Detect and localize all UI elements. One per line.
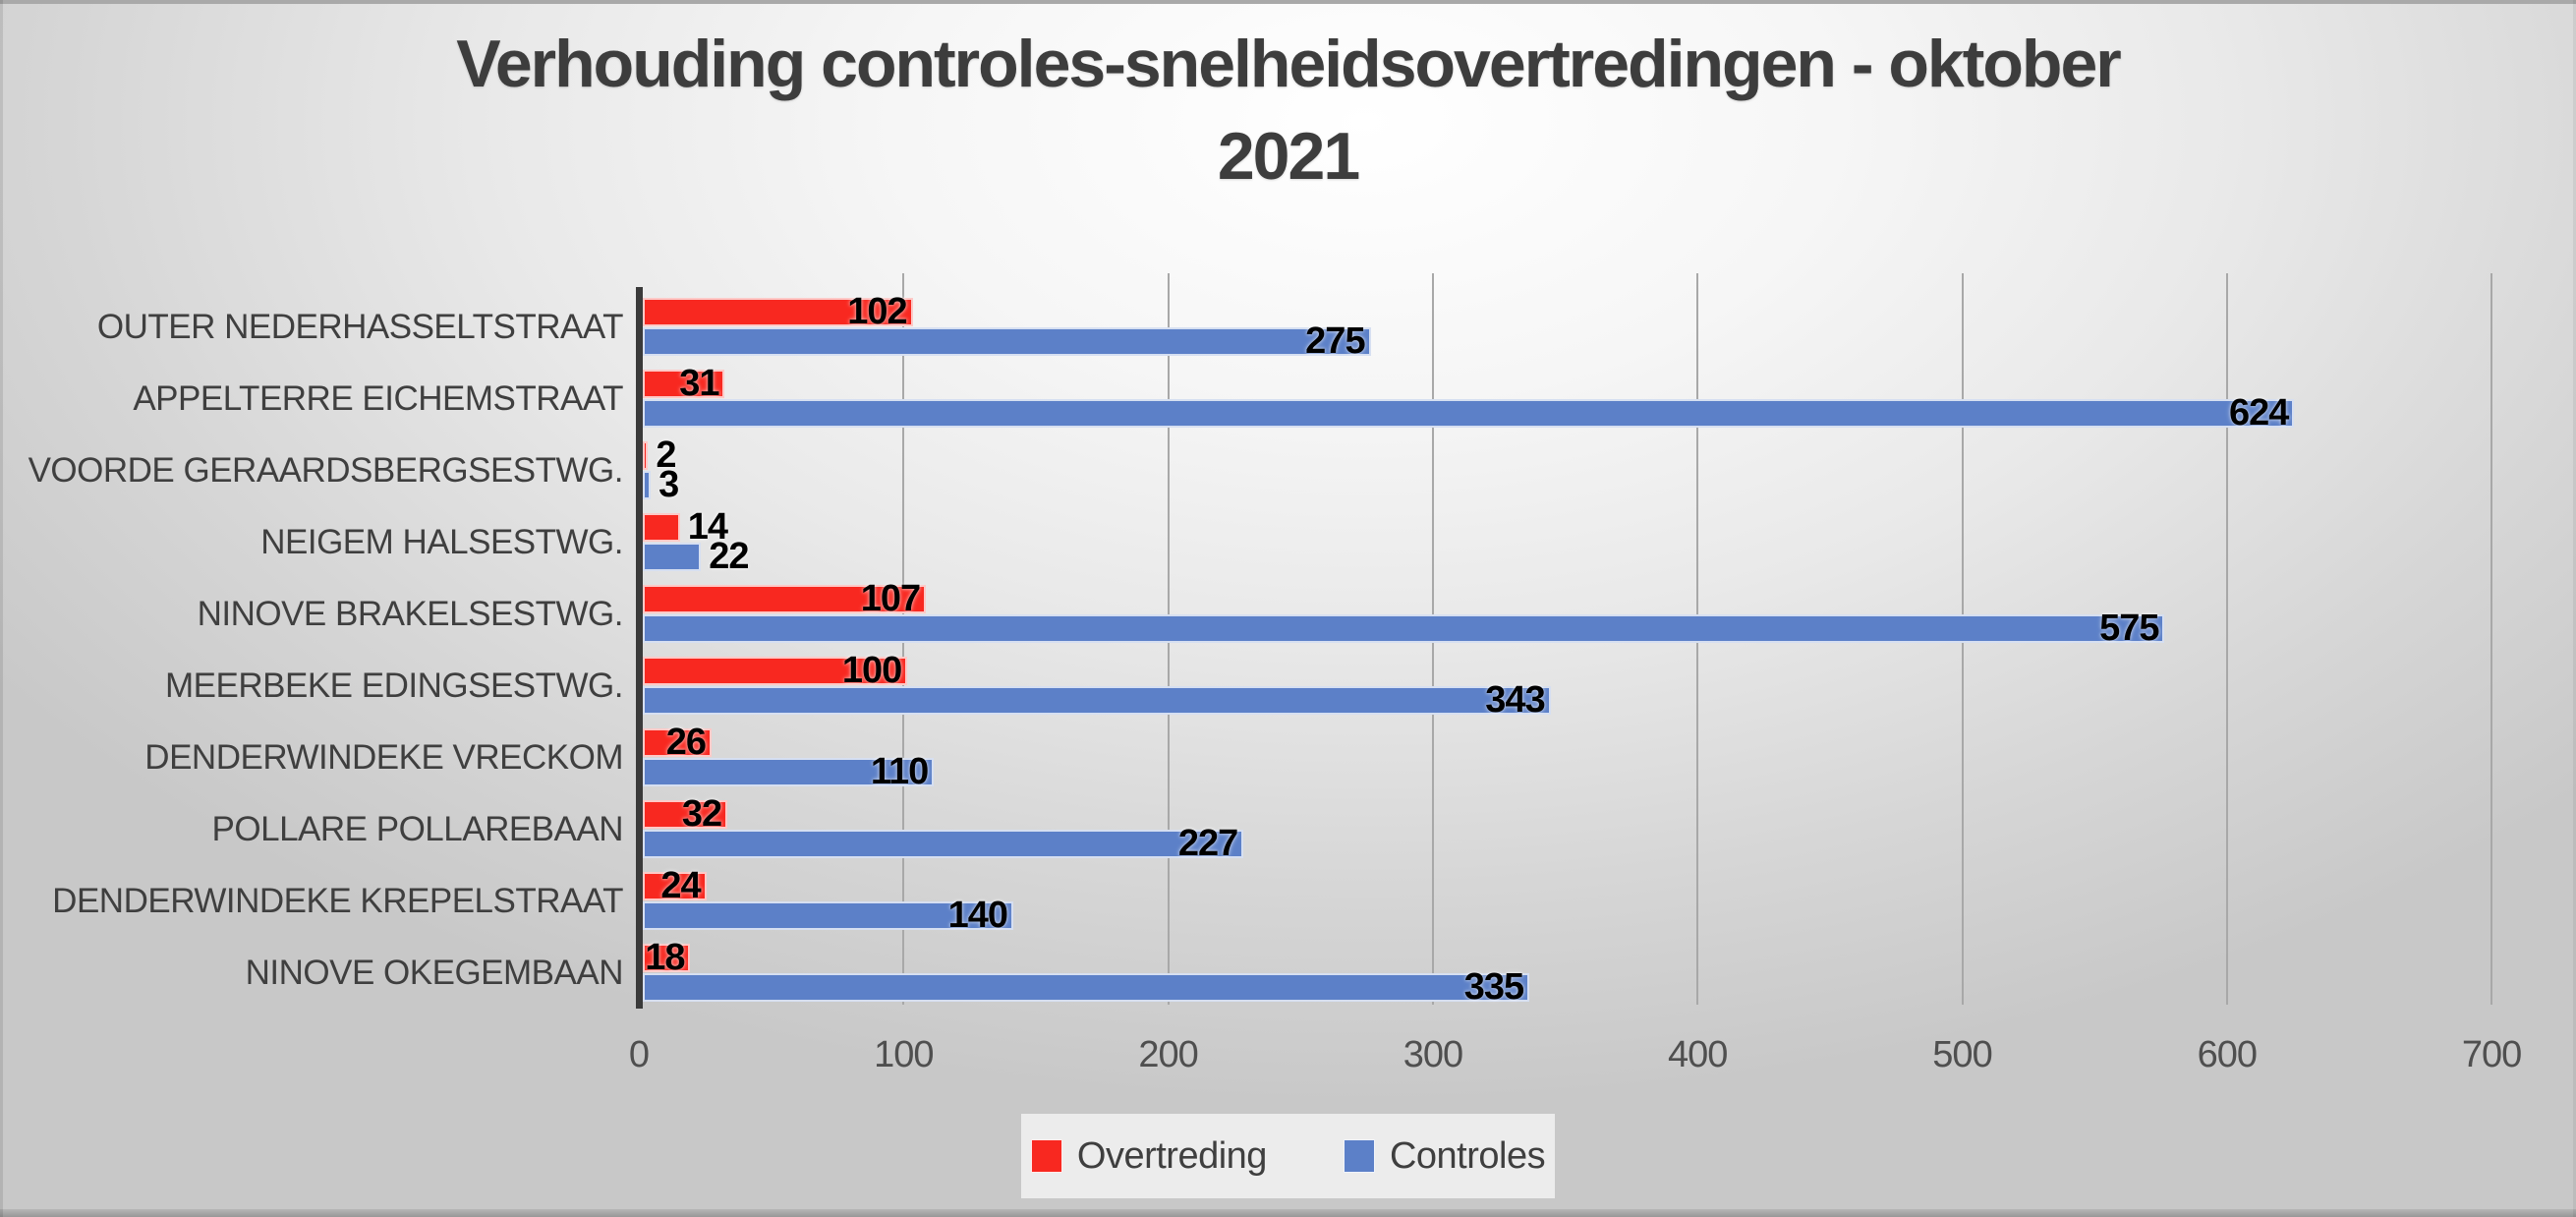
- chart-legend: Overtreding Controles: [1021, 1114, 1555, 1198]
- legend-swatch-icon: [1343, 1139, 1375, 1173]
- data-label: 110: [870, 751, 929, 792]
- category-label: DENDERWINDEKE VRECKOM: [144, 737, 623, 777]
- data-label: 140: [947, 895, 1008, 936]
- data-label: 100: [841, 650, 902, 691]
- bar-controles: [643, 399, 2295, 428]
- category-label: APPELTERRE EICHEMSTRAAT: [133, 378, 623, 418]
- bar-controles: [643, 830, 1244, 858]
- screen-edge-right: [2573, 0, 2576, 1217]
- gridline-600: [2225, 273, 2228, 1005]
- bar-overtreding: [643, 441, 649, 470]
- bar-controles: [643, 327, 1371, 356]
- screen-edge-top: [0, 0, 2576, 4]
- chart-title-line1: Verhouding controles-snelheidsovertredin…: [456, 27, 2121, 101]
- x-axis-tick-label: 0: [628, 1034, 650, 1075]
- x-axis-tick-label: 300: [1402, 1034, 1463, 1075]
- data-label: 3: [658, 464, 679, 505]
- data-label: 343: [1485, 679, 1545, 721]
- legend-label: Controles: [1389, 1134, 1546, 1177]
- x-axis-tick-label: 200: [1138, 1034, 1198, 1075]
- category-label: NINOVE OKEGEMBAAN: [245, 953, 624, 992]
- bar-overtreding: [643, 872, 707, 900]
- bar-overtreding: [643, 298, 913, 326]
- data-label: 26: [665, 722, 707, 763]
- x-axis-tick-label: 500: [1932, 1034, 1992, 1075]
- legend-item-overtreding: Overtreding: [1030, 1134, 1268, 1178]
- category-label: OUTER NEDERHASSELTSTRAAT: [96, 307, 624, 346]
- data-label: 22: [709, 536, 749, 577]
- y-axis-line: [636, 287, 643, 1009]
- data-label: 107: [860, 578, 921, 619]
- category-label: NEIGEM HALSESTWG.: [260, 522, 623, 561]
- data-label: 32: [681, 793, 722, 835]
- bar-overtreding: [643, 585, 927, 613]
- legend-item-controles: Controles: [1343, 1134, 1546, 1178]
- data-label: 227: [1177, 823, 1238, 864]
- bar-overtreding: [643, 513, 680, 542]
- category-label: POLLARE POLLAREBAAN: [211, 809, 624, 848]
- bar-controles: [643, 686, 1551, 715]
- data-label: 624: [2229, 392, 2289, 434]
- bar-overtreding: [643, 370, 725, 398]
- data-label: 14: [687, 506, 728, 548]
- data-label: 102: [847, 291, 907, 332]
- legend-label: Overtreding: [1076, 1134, 1268, 1177]
- bar-overtreding: [643, 657, 908, 685]
- category-label: VOORDE GERAARDSBERGSESTWG.: [28, 450, 624, 490]
- bar-overtreding: [643, 800, 728, 829]
- bar-overtreding: [643, 728, 713, 757]
- chart-title-line2: 2021: [1217, 119, 1360, 194]
- category-label: MEERBEKE EDINGSESTWG.: [165, 666, 623, 705]
- data-label: 24: [660, 865, 701, 906]
- legend-swatch-icon: [1030, 1139, 1062, 1173]
- data-label: 575: [2099, 608, 2159, 649]
- screen-edge-left: [0, 0, 3, 1217]
- category-label: DENDERWINDEKE KREPELSTRAAT: [52, 881, 623, 920]
- chart-title: Verhouding controles-snelheidsovertredin…: [0, 18, 2576, 203]
- category-label: NINOVE BRAKELSESTWG.: [197, 594, 624, 633]
- bar-controles: [643, 614, 2165, 643]
- x-axis-tick-label: 100: [874, 1034, 934, 1075]
- data-label: 335: [1463, 966, 1524, 1008]
- data-label: 18: [645, 937, 685, 978]
- screen-edge-bottom: [0, 1209, 2576, 1217]
- data-label: 275: [1305, 320, 1365, 362]
- gridline-700: [2490, 273, 2493, 1005]
- bar-controles: [643, 543, 702, 571]
- bar-controles: [643, 471, 652, 499]
- data-label: 31: [679, 363, 719, 404]
- bar-controles: [643, 901, 1014, 930]
- bar-controles: [643, 758, 935, 786]
- bar-overtreding: [643, 944, 691, 972]
- data-label: 2: [656, 435, 676, 476]
- x-axis-tick-label: 700: [2461, 1034, 2522, 1075]
- x-axis-tick-label: 400: [1667, 1034, 1728, 1075]
- bar-controles: [643, 973, 1530, 1002]
- x-axis-tick-label: 600: [2197, 1034, 2258, 1075]
